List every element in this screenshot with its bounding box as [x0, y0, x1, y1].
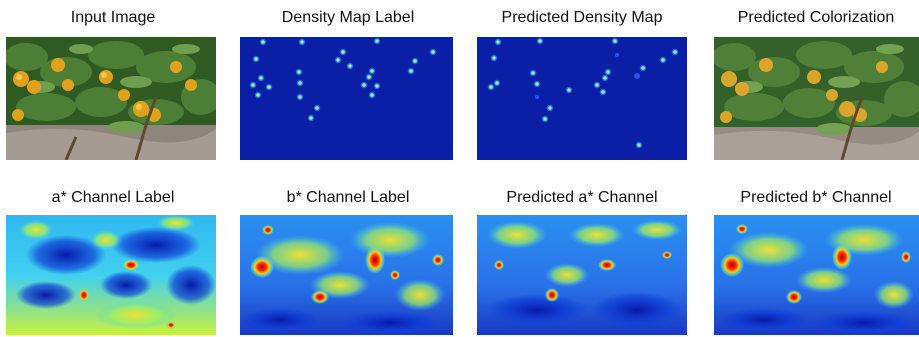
- label-predicted-colorization: Predicted Colorization: [737, 9, 895, 26]
- label-b-channel-label: b* Channel Label: [286, 189, 410, 206]
- predicted-b-channel-panel: [714, 215, 919, 335]
- b-channel-label-heatmap: [240, 215, 453, 335]
- predicted-colorization-panel: [714, 37, 919, 160]
- b-channel-label-panel: [240, 215, 453, 335]
- a-channel-label-panel: [6, 215, 216, 335]
- density-map-label-image: [240, 37, 453, 160]
- predicted-a-channel-heatmap: [477, 215, 687, 335]
- label-a-channel-label: a* Channel Label: [51, 189, 175, 206]
- orange-tree-photo: [6, 37, 216, 160]
- label-predicted-b-channel: Predicted b* Channel: [740, 189, 892, 206]
- predicted-density-map-image: [477, 37, 687, 160]
- label-input-image: Input Image: [70, 9, 156, 26]
- label-density-map-label: Density Map Label: [281, 9, 415, 26]
- input-image-panel: [6, 37, 216, 160]
- predicted-b-channel-heatmap: [714, 215, 919, 335]
- label-predicted-a-channel: Predicted a* Channel: [506, 189, 658, 206]
- density-map-label-panel: [240, 37, 453, 160]
- predicted-colorization-photo: [714, 37, 919, 160]
- label-predicted-density-map: Predicted Density Map: [501, 9, 663, 26]
- predicted-a-channel-panel: [477, 215, 687, 335]
- a-channel-label-heatmap: [6, 215, 216, 335]
- predicted-density-map-panel: [477, 37, 687, 160]
